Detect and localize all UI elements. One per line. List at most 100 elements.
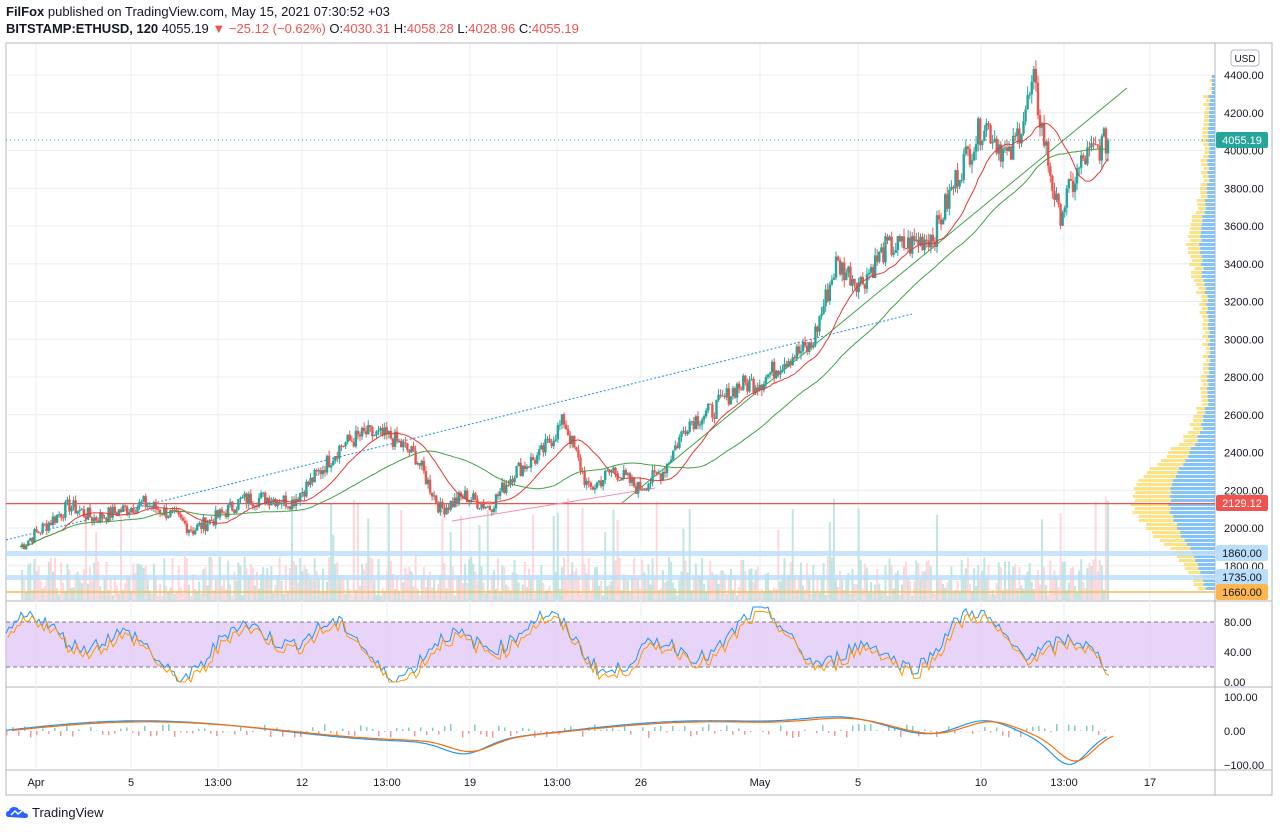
footer-brand[interactable]: TradingView [32,805,104,820]
macd-hist-bar [282,731,284,737]
volume-bar [662,570,664,600]
volume-bar [833,499,835,600]
volume-profile-bar [1146,527,1177,530]
volume-profile-bar [1179,559,1195,562]
macd-hist-bar [198,729,200,731]
volume-profile-bar [1171,447,1191,450]
volume-profile-bar [1198,563,1215,566]
volume-bar [503,567,505,600]
candle-body [367,425,369,434]
volume-profile-bar [1206,339,1210,342]
macd-hist-bar [804,730,806,731]
macd-hist-bar [642,727,644,731]
volume-bar [610,581,612,600]
volume-profile-bar [1170,487,1215,490]
candle-body [870,267,872,273]
volume-profile-bar [1209,167,1215,170]
volume-profile-bar [1138,479,1172,482]
candle-body [588,481,590,483]
volume-profile-bar [1205,283,1215,286]
candle-body [167,517,169,518]
candle-body [1035,69,1037,83]
volume-bar [676,595,678,600]
macd-hist-bar [696,731,698,735]
macd-hist-bar [708,724,710,731]
volume-bar [60,563,62,600]
x-tick-label: 5 [855,777,861,789]
candle-body [381,428,383,435]
volume-bar [726,594,728,600]
candle-body [217,510,219,517]
candle-body [973,152,975,161]
candle-body [1043,123,1045,146]
volume-bar [202,569,204,600]
candle-body [717,395,719,400]
volume-bar [806,563,808,600]
price-axis[interactable]: 4400.00 4200.00 4000.00 3800.00 3600.00 3400.… [1224,70,1264,772]
volume-profile-bar [1201,163,1207,166]
candle-body [546,439,548,440]
candle-body [316,470,318,471]
macd-hist-bar [1032,727,1034,731]
volume-profile-bar [1133,511,1170,514]
volume-profile-bar [1188,247,1200,250]
volume-bar [235,581,237,600]
macd-hist-bar [36,731,38,735]
candle-body [373,435,375,436]
candle-body [237,499,239,509]
volume-bar [250,564,252,600]
volume-bar [1101,565,1103,600]
macd-hist-bar [222,731,224,733]
volume-bar [814,593,816,600]
macd-hist-bar [792,731,794,738]
candle-body [320,470,322,474]
volume-profile-bar [1204,267,1215,270]
candle-body [427,480,429,484]
macd-hist-bar [402,729,404,731]
candle-body [668,463,670,464]
volume-bar [332,535,334,600]
volume-bar [579,595,581,600]
candle-body [346,435,348,443]
candle-body [600,480,602,486]
price-chart[interactable]: 4400.00 4200.00 4000.00 3800.00 3600.00 3400.… [0,0,1280,800]
candle-body [474,493,476,499]
y-tick-label: 2800.00 [1224,372,1264,384]
volume-bar [42,589,44,600]
candle-body [204,517,206,530]
candle-body [536,455,538,463]
volume-profile-bar [1201,295,1207,298]
volume-profile-bar [1210,87,1212,90]
macd-hist-bar [714,731,716,734]
candle-body [849,267,851,286]
volume-bar [375,595,377,600]
candle-body [326,456,328,473]
candle-body [643,488,645,489]
volume-profile-bar [1177,527,1215,530]
volume-profile-bar [1160,539,1185,542]
volume-profile-bar [1208,383,1215,386]
candle-body [1022,121,1024,133]
candle-body [901,236,903,241]
candle-body [112,507,114,518]
volume-bar [365,563,367,600]
volume-profile-bar [1202,271,1215,274]
volume-bar [1051,577,1053,600]
macd-hist-bar [312,727,314,731]
volume-profile-bar [1204,179,1209,182]
volume-bar [29,563,31,600]
candle-body [691,421,693,422]
candle-body [979,119,981,146]
candle-body [379,428,381,430]
candle-body [781,370,783,372]
volume-profile-bar [1200,311,1207,314]
candle-body [585,481,587,485]
candle-body [441,502,443,508]
macd-hist-bar [612,728,614,731]
volume-profile-bar [1203,419,1215,422]
macd-hist-bar [450,724,452,731]
volume-bar [985,578,987,600]
macd-hist-bar [366,727,368,731]
candle-body [583,471,585,485]
time-axis[interactable]: Apr 5 13:00 12 13:00 19 13:00 26 May 5 10 13:00 17 [27,777,1156,789]
